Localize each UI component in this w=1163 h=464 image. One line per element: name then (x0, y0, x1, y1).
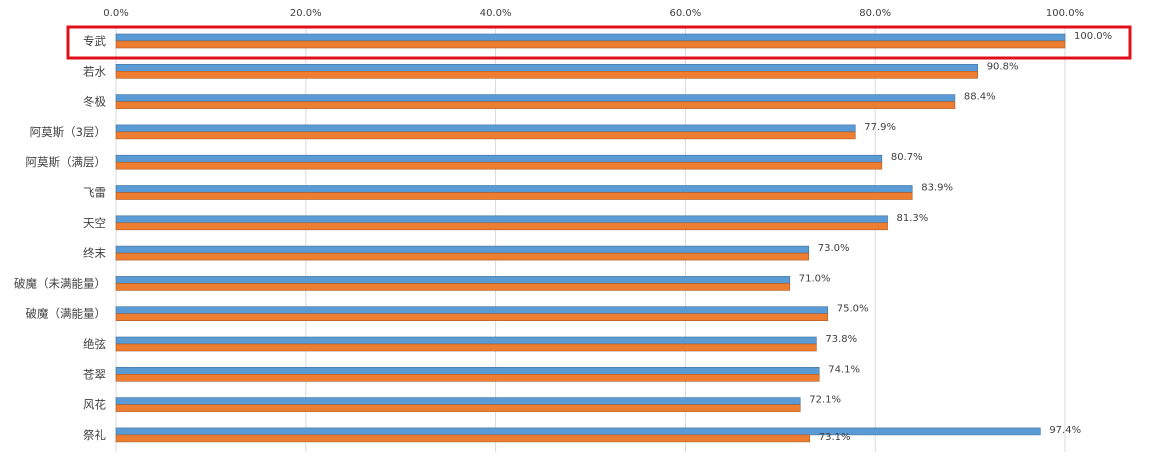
bar-series-1 (115, 306, 829, 315)
category-label: 绝弦 (83, 337, 106, 351)
data-label: 77.9% (864, 122, 896, 133)
bar-series-1 (115, 336, 817, 345)
x-tick-label: 40.0% (480, 8, 512, 19)
data-label: 73.1% (819, 432, 851, 443)
highlight-box (66, 25, 1132, 60)
bar-series-2 (115, 101, 956, 109)
x-tick-label: 60.0% (670, 8, 702, 19)
category-label: 专武 (83, 34, 106, 48)
bar-series-2 (115, 192, 913, 200)
bars (115, 33, 1066, 443)
bar-series-1 (115, 64, 978, 72)
data-label: 73.8% (825, 334, 857, 345)
category-label: 破魔（满能量） (26, 307, 107, 321)
bar-series-1 (115, 427, 1041, 436)
category-label: 风花 (83, 398, 106, 412)
bar-series-2 (115, 252, 810, 261)
data-label: 81.3% (897, 213, 929, 224)
bar-series-1 (115, 397, 801, 405)
bar-series-1 (115, 94, 956, 102)
bar-series-2 (115, 222, 888, 231)
category-label: 阿莫斯（3层） (30, 125, 106, 139)
data-label: 75.0% (837, 304, 869, 315)
data-label: 71.0% (799, 273, 831, 284)
bar-series-1 (115, 366, 820, 375)
category-label: 天空 (83, 216, 106, 230)
bar-series-2 (115, 343, 817, 352)
x-tick-label: 100.0% (1046, 8, 1084, 19)
data-label: 83.9% (921, 183, 953, 194)
bar-series-1 (115, 276, 791, 284)
bar-series-1 (115, 33, 1066, 42)
bar-series-2 (115, 373, 820, 382)
data-label: 100.0% (1074, 31, 1112, 42)
data-label: 73.0% (818, 243, 850, 254)
bar-series-1 (115, 154, 883, 163)
category-label: 苍翠 (83, 367, 106, 381)
x-tick-label: 0.0% (103, 8, 128, 19)
category-label: 终末 (83, 246, 106, 260)
category-label: 冬极 (83, 95, 106, 109)
gridlines (115, 26, 1066, 452)
x-tick-label: 20.0% (290, 8, 322, 19)
bar-series-2 (115, 283, 791, 291)
data-label: 74.1% (828, 364, 860, 375)
data-label: 97.4% (1049, 425, 1081, 436)
bar-series-1 (115, 215, 888, 224)
bar-series-2 (115, 161, 883, 170)
bar-series-2 (115, 71, 978, 79)
bar-series-2 (115, 40, 1066, 49)
x-axis-ticks: 0.0% 20.0% 40.0% 60.0% 80.0% 100.0% (103, 8, 1084, 19)
bar-series-2 (115, 313, 829, 322)
category-label: 若水 (83, 64, 106, 78)
category-label: 破魔（未满能量） (14, 276, 106, 290)
bar-series-1 (115, 185, 913, 193)
category-label: 祭礼 (83, 428, 106, 442)
data-label: 88.4% (964, 92, 996, 103)
data-labels: 100.0% 90.8% 88.4% 77.9% 80.7% 83.9% 81.3% 73.0… (799, 31, 1112, 443)
data-label: 72.1% (809, 395, 841, 406)
bar-series-2 (115, 131, 856, 140)
category-label: 飞雷 (83, 186, 106, 200)
bar-series-2 (115, 404, 801, 412)
data-label: 90.8% (987, 61, 1019, 72)
x-tick-label: 80.0% (859, 8, 891, 19)
data-label: 80.7% (891, 152, 923, 163)
bar-series-2 (115, 434, 811, 443)
highlight (66, 25, 1132, 60)
bar-series-1 (115, 124, 856, 133)
category-label: 阿莫斯（满层） (26, 155, 107, 169)
bar-series-1 (115, 245, 810, 254)
